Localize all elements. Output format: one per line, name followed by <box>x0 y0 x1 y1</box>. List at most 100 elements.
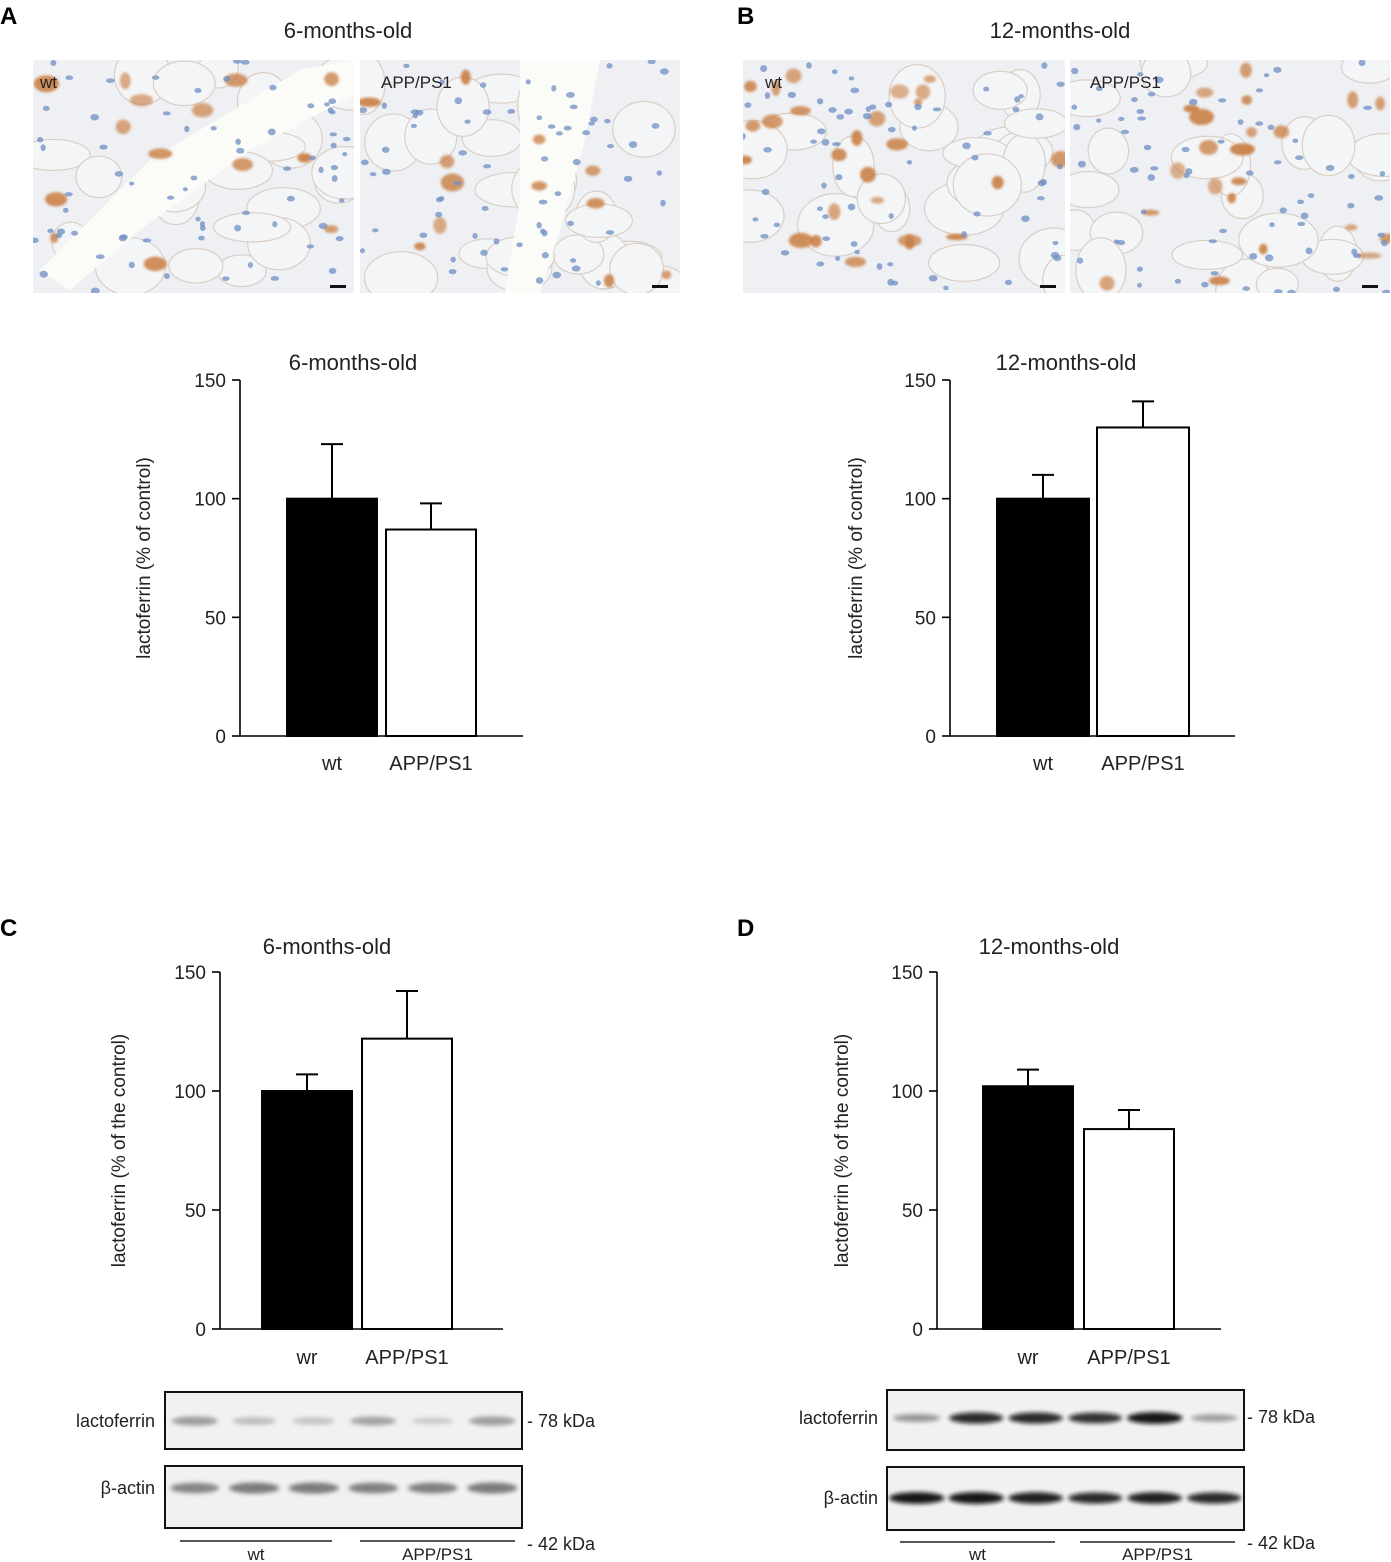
nucleus <box>270 275 280 281</box>
nucleus <box>1347 173 1355 180</box>
nucleus <box>328 267 337 275</box>
stain-spot <box>433 217 447 234</box>
stain-spot <box>1375 96 1385 111</box>
y-axis-label: lactoferrin (% of control) <box>846 457 867 659</box>
stain-spot <box>297 153 312 163</box>
stain-spot <box>890 84 909 99</box>
bar-app-ps1 <box>1083 1128 1175 1330</box>
nucleus <box>541 252 549 259</box>
bar-wr <box>982 1085 1074 1330</box>
stain-spot <box>1246 127 1258 138</box>
blot-band <box>892 1414 941 1422</box>
nucleus <box>1137 116 1146 121</box>
blot-band <box>292 1417 336 1425</box>
nucleus <box>569 104 578 110</box>
blot-band <box>288 1482 339 1494</box>
stain-spot <box>1227 192 1236 204</box>
stain-spot <box>886 138 908 151</box>
stain-spot <box>1207 178 1223 195</box>
nucleus <box>595 280 601 286</box>
blot-band <box>1187 1492 1242 1504</box>
nucleus <box>39 270 48 278</box>
stain-spot <box>224 73 248 87</box>
nucleus <box>1273 66 1282 73</box>
tissue-acinus <box>152 60 216 107</box>
nucleus <box>164 273 170 280</box>
blot-band <box>948 1492 1004 1504</box>
stain-spot <box>868 110 886 127</box>
stain-spot <box>1229 143 1255 156</box>
stain-spot <box>744 80 757 93</box>
nucleus <box>906 160 913 165</box>
stain-spot <box>1231 177 1247 186</box>
tissue-acinus <box>612 100 676 158</box>
panel-letter-b: B <box>737 3 754 30</box>
nucleus <box>63 207 69 213</box>
stain-spot <box>1258 243 1268 255</box>
nucleus <box>412 113 418 119</box>
stain-spot <box>360 97 381 108</box>
stain-spot <box>790 106 811 116</box>
blot-frame <box>886 1466 1245 1531</box>
y-axis-label: lactoferrin (% of the control) <box>832 1034 853 1267</box>
category-label: wr <box>1016 1347 1038 1369</box>
stain-spot <box>1051 151 1065 168</box>
nucleus <box>1267 124 1275 130</box>
nucleus <box>269 84 277 91</box>
stain-spot <box>232 157 253 172</box>
nucleus <box>105 78 115 84</box>
stain-spot <box>1188 108 1214 126</box>
bar-app-ps1 <box>361 1037 453 1330</box>
nucleus <box>787 91 797 99</box>
western-blot-d: lactoferrin - 78 kDa β-actin - 42 kDa wt APP/… <box>799 1389 1316 1562</box>
nucleus <box>1208 239 1217 244</box>
chart-d: 12-months-old 0 50 100 150 lactoferrin (% of … <box>832 934 1221 1369</box>
blot-band <box>1068 1412 1123 1424</box>
stain-spot <box>870 196 885 204</box>
nucleus <box>806 62 812 69</box>
nucleus <box>483 164 492 169</box>
nucleus <box>458 150 468 156</box>
nucleus <box>329 132 338 137</box>
nucleus <box>272 221 278 228</box>
nucleus <box>1174 278 1182 284</box>
nucleus <box>1347 202 1355 209</box>
nucleus <box>563 125 572 131</box>
nucleus <box>286 195 295 202</box>
nucleus <box>744 102 752 108</box>
nucleus <box>1021 215 1030 222</box>
nucleus <box>911 125 918 131</box>
nucleus <box>1381 239 1388 247</box>
nucleus <box>887 278 895 286</box>
nucleus <box>962 142 971 150</box>
nucleus <box>339 198 345 203</box>
stain-spot <box>191 103 214 118</box>
nucleus <box>538 199 548 205</box>
nucleus <box>372 228 379 233</box>
nucleus <box>1217 139 1225 144</box>
nucleus <box>1004 279 1012 286</box>
y-axis-label: lactoferrin (% of the control) <box>109 1034 130 1267</box>
nucleus <box>1273 160 1282 165</box>
y-tick-label: 50 <box>205 608 226 629</box>
nucleus <box>566 92 575 98</box>
nucleus <box>876 263 883 270</box>
nucleus <box>1140 209 1147 215</box>
blot-band <box>232 1417 276 1425</box>
blot-band <box>170 1482 220 1494</box>
scale-bar <box>1040 285 1056 288</box>
nucleus <box>453 180 462 186</box>
micrograph-label: wt <box>764 73 782 92</box>
nucleus <box>1137 282 1143 288</box>
y-tick-label: 50 <box>915 608 936 629</box>
nucleus <box>90 113 100 121</box>
nucleus <box>764 92 771 100</box>
stain-spot <box>585 165 601 176</box>
nucleus <box>1297 221 1306 227</box>
nucleus <box>90 287 100 293</box>
nucleus <box>850 87 860 94</box>
nucleus <box>1137 72 1144 77</box>
nucleus <box>1279 207 1287 214</box>
nucleus <box>330 164 338 171</box>
stain-spot <box>324 225 339 233</box>
